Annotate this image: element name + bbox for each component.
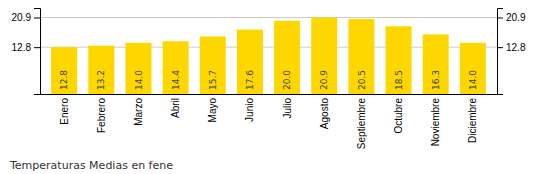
tick: Agosto [319,94,330,129]
data-label: 14.0 [134,70,144,90]
tick: Julio [282,94,293,119]
tick: 12.8 [497,42,526,53]
data-label: 20.0 [282,70,292,90]
tick: Junio [244,94,255,122]
tick-label: Octubre [393,98,404,134]
bar [51,47,77,94]
data-label: 14.4 [171,70,181,90]
tick-label: Febrero [96,98,107,133]
tick: Enero [59,94,70,125]
x-axis: Enero Febrero Marzo Abril Mayo Junio Julio Agos… [41,94,498,149]
title: Temperaturas Medias en fene [9,159,173,172]
tick-label: 12.8 [12,42,32,53]
data-label: 18.5 [394,70,404,90]
chart: 12.8 13.2 14.0 14.4 15.7 17.6 20.0 20.9 20.5 18.5… [0,0,537,174]
data-label: 12.8 [59,70,69,90]
axis-domain [34,9,41,95]
tick-label: 20.9 [506,12,526,23]
bar [125,43,151,94]
tick: Marzo [133,94,144,126]
plot: 12.8 13.2 14.0 14.4 15.7 17.6 20.0 20.9 20.5 18.5… [12,9,526,150]
bar [423,34,449,94]
y-axis-left: 12.8 20.9 [12,9,41,95]
tick-mark [34,18,40,19]
tick: 12.8 [12,42,40,53]
tick: 20.9 [12,12,40,23]
data-label: 16.3 [431,70,441,90]
tick-label: Abril [170,98,181,118]
bars [51,18,486,94]
y-axis-right: 12.8 20.9 [497,9,526,95]
data-label: 15.7 [208,70,218,90]
tick: Diciembre [467,94,478,143]
tick: Noviembre [430,94,441,146]
tick-label: Julio [282,98,293,119]
bar [88,46,114,94]
tick-mark [497,47,503,48]
tick-label: Agosto [319,98,330,130]
bar [386,26,412,94]
data-label: 14.0 [468,70,478,90]
tick-label: 20.9 [12,12,32,23]
tick-mark [34,47,40,48]
tick-mark [497,18,503,19]
data-label: 20.9 [319,70,329,90]
tick-label: Enero [59,98,70,125]
data-label: 20.5 [357,70,367,90]
bar [163,41,189,94]
tick: Octubre [393,94,404,134]
tick: Septiembre [356,94,367,149]
tick: 20.9 [497,12,526,23]
bar [311,18,337,94]
axis-domain [498,9,504,95]
bar [460,43,486,94]
tick-label: 12.8 [506,42,526,53]
tick-label: Mayo [207,98,218,123]
grid-line [40,17,497,18]
tick: Abril [170,94,181,118]
data-labels: 12.8 13.2 14.0 14.4 15.7 17.6 20.0 20.9 20.5 18.5… [59,70,478,90]
tick: Febrero [96,94,107,133]
tick: Mayo [207,94,218,122]
tick-label: Noviembre [430,98,441,147]
tick-label: Junio [244,98,255,122]
data-label: 17.6 [245,70,255,90]
tick-label: Diciembre [467,98,478,143]
data-label: 13.2 [96,70,106,90]
tick-label: Septiembre [356,98,367,150]
tick-label: Marzo [133,98,144,126]
bar [348,19,374,94]
axis-domain [41,94,498,95]
bar [237,30,263,94]
bar [200,37,226,94]
bar [274,21,300,94]
